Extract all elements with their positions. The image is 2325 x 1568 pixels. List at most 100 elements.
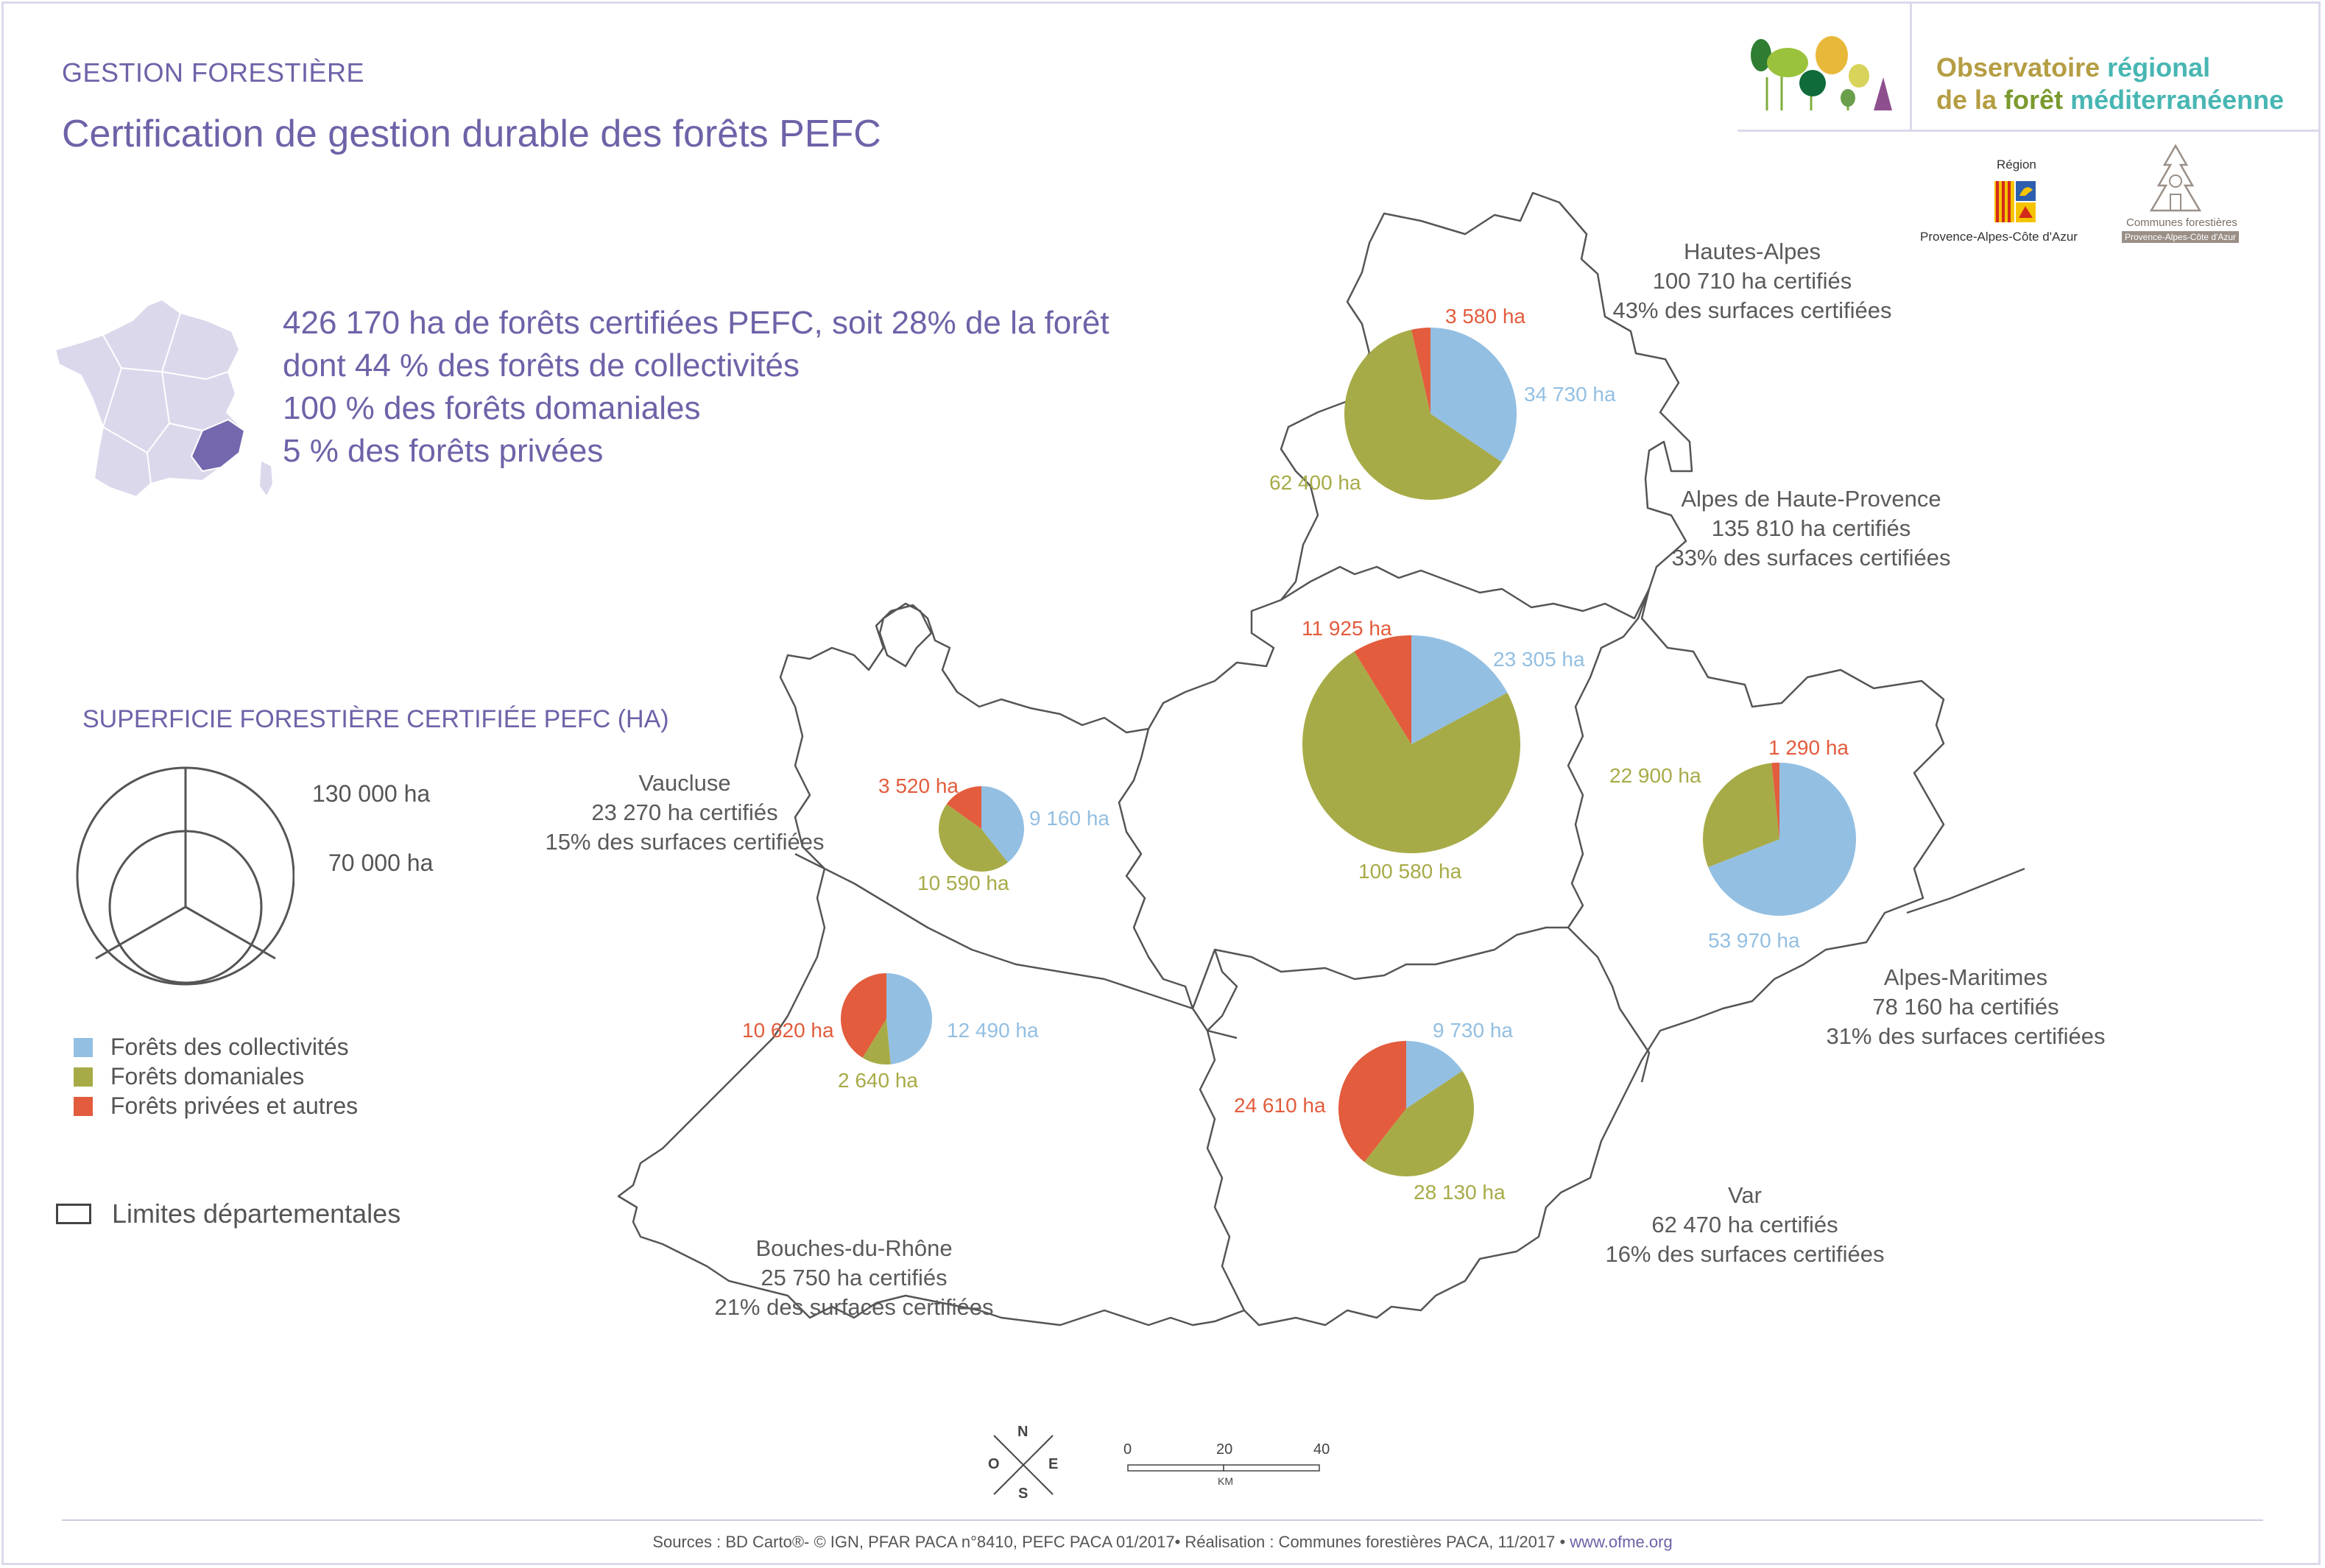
- pie-slice-domaniales: [1344, 329, 1502, 500]
- value-bdr-collectivites: 12 490 ha: [947, 1019, 1039, 1042]
- footer: Sources : BD Carto®- © IGN, PFAR PACA n°…: [0, 1533, 2325, 1552]
- dept-total: 135 810 ha certifiés: [1711, 515, 1911, 541]
- communes-logo-top-text: Communes forestières: [2126, 216, 2237, 229]
- pie-slice-domaniales: [939, 804, 1008, 872]
- legend-swatch-collectivites: [74, 1037, 93, 1057]
- value-var-privees: 24 610 ha: [1234, 1094, 1326, 1117]
- value-bdr-domaniales: 2 640 ha: [838, 1069, 918, 1092]
- value-vaucluse-privees: 3 520 ha: [878, 774, 959, 797]
- dept-share: 31% des surfaces certifiées: [1826, 1023, 2106, 1049]
- dept-share: 21% des surfaces certifiées: [714, 1294, 994, 1320]
- dept-label-alpes-haute-provence: Alpes de Haute-Provence 135 810 ha certi…: [1612, 484, 2010, 573]
- boundary-ahp-south: [1191, 926, 1651, 1083]
- ofme-logo-icon: [1751, 36, 1892, 110]
- pie-slice-privees: [1771, 763, 1779, 839]
- boundary-vaucluse-bdr: [794, 852, 1193, 1010]
- dept-label-vaucluse: Vaucluse 23 270 ha certifiés 15% des sur…: [515, 769, 854, 857]
- dept-total: 100 710 ha certifiés: [1652, 268, 1852, 294]
- pie-slice-collectivites: [981, 786, 1024, 863]
- dept-share: 43% des surfaces certifiées: [1612, 297, 1892, 323]
- boundary-vaucluse-east: [1118, 728, 1238, 1039]
- dept-name: Alpes-Maritimes: [1883, 964, 2048, 990]
- value-hautes-alpes-privees: 3 580 ha: [1445, 305, 1525, 328]
- dept-total: 78 160 ha certifiés: [1872, 994, 2059, 1020]
- region-logo-top-text: Région: [1997, 158, 2036, 172]
- value-vaucluse-collectivites: 9 160 ha: [1029, 807, 1109, 830]
- legend-item-domaniales: Forêts domaniales: [74, 1063, 304, 1090]
- dept-label-bouches-du-rhone: Bouches-du-Rhône 25 750 ha certifiés 21%…: [685, 1234, 1023, 1322]
- dept-total: 25 750 ha certifiés: [761, 1265, 948, 1290]
- compass-rose-icon: [993, 1435, 1054, 1495]
- value-am-domaniales: 22 900 ha: [1609, 764, 1701, 787]
- pie-vaucluse: [939, 786, 1024, 872]
- value-var-domaniales: 28 130 ha: [1414, 1181, 1506, 1204]
- value-bdr-privees: 10 620 ha: [742, 1019, 834, 1042]
- compass-s: S: [1018, 1486, 1029, 1502]
- coast-italy-line: [1906, 867, 2025, 914]
- logo-word-observatoire: Observatoire: [1936, 52, 2100, 82]
- boundary-bdr-var: [1199, 949, 1246, 1311]
- legend-limits: Limites départementales: [56, 1198, 401, 1229]
- dept-share: 15% des surfaces certifiées: [545, 829, 825, 855]
- summary-line-total: 426 170 ha de forêts certifiées PEFC, so…: [283, 305, 1109, 341]
- legend-size-large-label: 130 000 ha: [312, 780, 431, 807]
- dept-name: Hautes-Alpes: [1683, 239, 1821, 264]
- ofme-logo-text: Observatoire régional de la forêt médite…: [1936, 52, 2284, 116]
- pie-slice-collectivites: [1708, 763, 1857, 917]
- value-am-privees: 1 290 ha: [1768, 736, 1849, 759]
- dept-share: 16% des surfaces certifiées: [1605, 1241, 1885, 1267]
- logo-word-de-la: de la: [1936, 85, 1997, 115]
- value-ahp-collectivites: 23 305 ha: [1493, 648, 1585, 671]
- region-logo-bottom-text: Provence-Alpes-Côte d'Azur: [1920, 230, 2078, 244]
- boundary-ahp-east: [1567, 588, 1651, 928]
- pie-slice-privees: [1354, 635, 1411, 744]
- communes-logo-bottom-text: Provence-Alpes-Côte d'Azur: [2122, 231, 2240, 243]
- scale-unit: KM: [1218, 1475, 1233, 1487]
- logo-word-regional: régional: [2107, 52, 2211, 82]
- legend-swatch-domaniales: [74, 1067, 93, 1087]
- value-vaucluse-domaniales: 10 590 ha: [917, 872, 1009, 894]
- communes-forestieres-emblem-icon: [2149, 144, 2202, 212]
- summary-text: 426 170 ha de forêts certifiées PEFC, so…: [283, 302, 1109, 473]
- pie-slice-privees: [1338, 1041, 1406, 1162]
- value-hautes-alpes-domaniales: 62 400 ha: [1269, 471, 1361, 494]
- summary-line-collectivites: dont 44 % des forêts de collectivités: [283, 347, 800, 384]
- summary-line-domaniales: 100 % des forêts domaniales: [283, 390, 701, 426]
- pie-slice-domaniales: [862, 1019, 891, 1064]
- limits-box-icon: [56, 1204, 91, 1224]
- footer-divider: [62, 1519, 2263, 1521]
- value-var-collectivites: 9 730 ha: [1433, 1019, 1513, 1042]
- page-title: Certification de gestion durable des for…: [62, 113, 881, 155]
- pie-slice-collectivites: [1406, 1041, 1463, 1109]
- compass-o: O: [988, 1456, 1000, 1472]
- scale-tick-20: 20: [1216, 1441, 1233, 1458]
- footer-link[interactable]: www.ofme.org: [1570, 1533, 1673, 1551]
- dept-name: Bouches-du-Rhône: [755, 1235, 953, 1261]
- pie-slice-privees: [946, 786, 981, 829]
- dept-label-var: Var 62 470 ha certifiés 16% des surfaces…: [1576, 1181, 1914, 1269]
- compass-e: E: [1048, 1456, 1059, 1472]
- scale-tick-0: 0: [1123, 1441, 1132, 1458]
- pie-slice-domaniales: [1302, 651, 1520, 854]
- pie-slice-domaniales: [1703, 763, 1779, 867]
- logo-word-foret: forêt: [2004, 85, 2064, 115]
- legend-size-circles: [76, 766, 294, 986]
- value-am-collectivites: 53 970 ha: [1708, 929, 1800, 952]
- logo-underline: [1737, 130, 2319, 132]
- legend-swatch-privees: [74, 1096, 93, 1116]
- compass-n: N: [1017, 1424, 1029, 1440]
- legend-size-small-label: 70 000 ha: [328, 850, 434, 876]
- legend-item-privees: Forêts privées et autres: [74, 1092, 358, 1120]
- legend-item-label: Forêts des collectivités: [110, 1034, 349, 1060]
- dept-share: 33% des surfaces certifiées: [1671, 545, 1951, 571]
- scale-bar: [1127, 1464, 1320, 1472]
- pie-slice-collectivites: [886, 973, 932, 1064]
- legend-item-label: Forêts privées et autres: [110, 1092, 359, 1119]
- pie-var: [1338, 1041, 1474, 1176]
- dept-name: Vaucluse: [638, 770, 731, 796]
- limits-label: Limites départementales: [112, 1198, 401, 1229]
- scale-tick-40: 40: [1313, 1441, 1330, 1458]
- pie-slice-collectivites: [1411, 635, 1508, 744]
